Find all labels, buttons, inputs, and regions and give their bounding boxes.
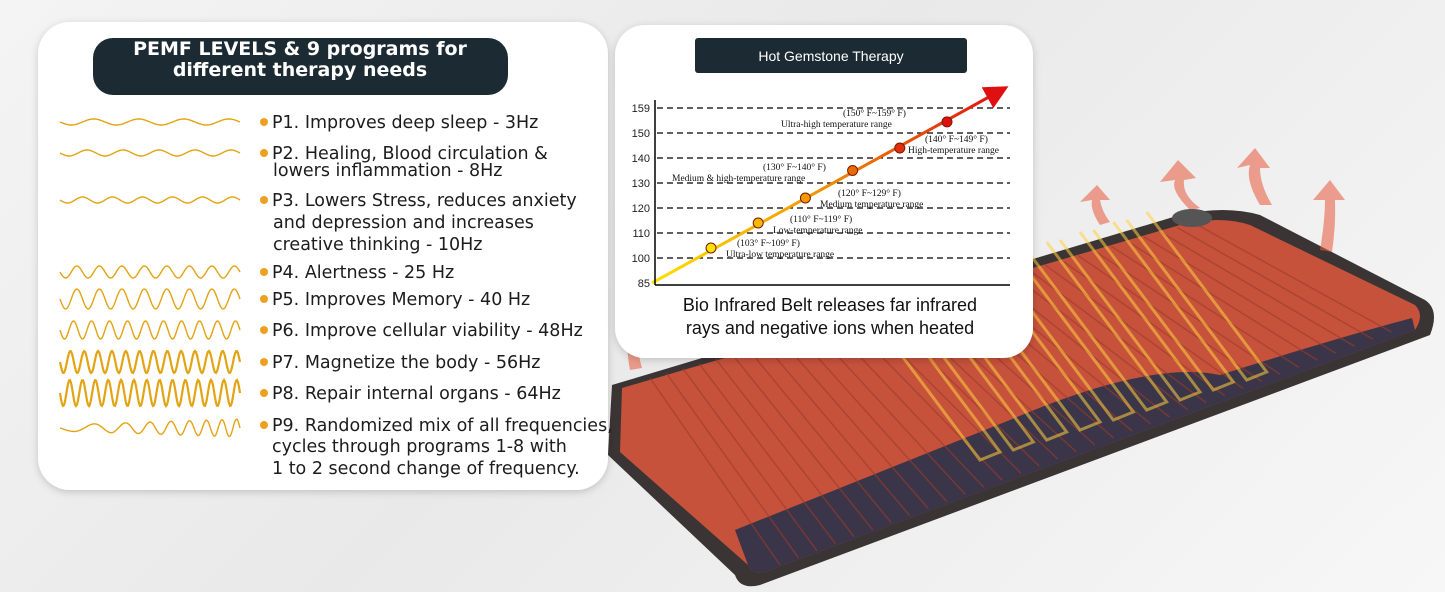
wave-icon (59, 320, 241, 340)
mat-stripe (781, 339, 929, 510)
program-text: P6. Improve cellular viability - 48Hz (272, 321, 583, 341)
y-tick-label: 150 (632, 128, 650, 140)
heating-wire (992, 251, 1136, 422)
wave-icon (59, 196, 241, 204)
mat-stripe (764, 344, 911, 517)
range-label: Ultra-low temperature range (726, 250, 834, 260)
bullet (260, 358, 268, 366)
wave-icon (59, 265, 241, 279)
temperature-label: (130° F~140° F) (763, 162, 826, 173)
mat-stripe (649, 377, 781, 566)
y-tick-label: 100 (632, 253, 650, 265)
mat-stripe (814, 330, 966, 495)
temperature-label: (150° F~159° F) (843, 108, 906, 119)
bullet (260, 196, 268, 204)
range-label: Medium temperature range (820, 200, 923, 210)
range-label: Medium & high-temperature range (672, 174, 805, 184)
program-text: P2. Healing, Blood circulation & (272, 144, 548, 164)
heating-wire (892, 281, 1036, 452)
wave-icon (59, 118, 241, 126)
heating-wire (1025, 241, 1170, 412)
wave-icon (58, 349, 242, 375)
bullet (260, 268, 268, 276)
bullet (260, 118, 268, 126)
program-text: P1. Improves deep sleep - 3Hz (272, 113, 538, 133)
mat-stripe (797, 335, 948, 502)
heating-wire (1125, 211, 1270, 382)
mat-stripe (1143, 236, 1337, 354)
range-label: Low-temperature range (773, 226, 862, 236)
y-tick-label: 85 (638, 278, 650, 290)
y-tick-label: 140 (632, 153, 650, 165)
range-label: High-temperature range (908, 146, 999, 156)
mat-stripe (1011, 273, 1189, 411)
mat-stripe (1110, 245, 1300, 368)
mat-stripe (1160, 231, 1355, 347)
program-text: P3. Lowers Stress, reduces anxiety (272, 191, 577, 211)
mat-stripe (698, 363, 837, 545)
program-text: and depression and increases (273, 213, 534, 233)
point (705, 242, 717, 254)
bullet (260, 326, 268, 334)
program-text: P8. Repair internal organs - 64Hz (272, 384, 561, 404)
mat-stripe (731, 354, 874, 531)
mat-stripe (1044, 264, 1226, 397)
mat-stripe (1193, 222, 1392, 333)
program-text: creative thinking - 10Hz (273, 235, 483, 255)
range-label: Ultra-high temperature range (781, 120, 892, 130)
point (752, 217, 764, 229)
program-text: P4. Alertness - 25 Hz (272, 263, 454, 283)
bullet (260, 149, 268, 157)
point (799, 192, 811, 204)
programs-title-pill (93, 38, 508, 95)
program-text: P9. Randomized mix of all frequencies, (272, 416, 613, 436)
temperature-label: (120° F~129° F) (838, 188, 901, 199)
chart-title: Hot Gemstone Therapy (758, 48, 903, 64)
program-text: 1 to 2 second change of frequency. (272, 459, 580, 479)
mat-stripe (715, 358, 855, 538)
point (894, 142, 906, 154)
heating-wire (858, 291, 1003, 462)
program-text: cycles through programs 1-8 with (272, 437, 567, 457)
chart-caption: rays and negative ions when heated (686, 318, 974, 338)
program-text: lowers inflammation - 8Hz (273, 161, 502, 181)
mat-button (1172, 209, 1212, 227)
mat-stripe (682, 368, 818, 552)
point (941, 116, 953, 128)
wave-icon (59, 418, 241, 438)
mat (608, 210, 1434, 587)
y-tick-label: 159 (632, 103, 650, 115)
programs-card (38, 22, 608, 490)
mat-stripe (665, 372, 800, 559)
mat-stripe (1176, 226, 1374, 340)
wave-icon (58, 378, 242, 408)
heating-wire (1058, 231, 1203, 402)
wave-icon (59, 149, 241, 157)
point (847, 165, 859, 176)
temperature-label: (110° F~119° F) (790, 214, 852, 225)
programs-title: different therapy needs (173, 59, 427, 81)
wave-icon (59, 288, 241, 310)
bullet (260, 389, 268, 397)
chart-title-pill (695, 38, 967, 73)
mat-stripe (748, 349, 892, 524)
heating-wire (1092, 221, 1236, 392)
bullet (260, 295, 268, 303)
temperature-label: (140° F~149° F) (925, 134, 988, 145)
y-tick-label: 110 (632, 228, 650, 240)
program-text: P7. Magnetize the body - 56Hz (272, 353, 540, 373)
bullet (260, 421, 268, 429)
y-tick-label: 130 (632, 178, 650, 190)
program-text: P5. Improves Memory - 40 Hz (272, 290, 530, 310)
programs-title: PEMF LEVELS & 9 programs for (133, 38, 467, 60)
chart-caption: Bio Infrared Belt releases far infrared (683, 295, 977, 315)
y-tick-label: 120 (632, 203, 650, 215)
temperature-label: (103° F~109° F) (737, 238, 800, 249)
